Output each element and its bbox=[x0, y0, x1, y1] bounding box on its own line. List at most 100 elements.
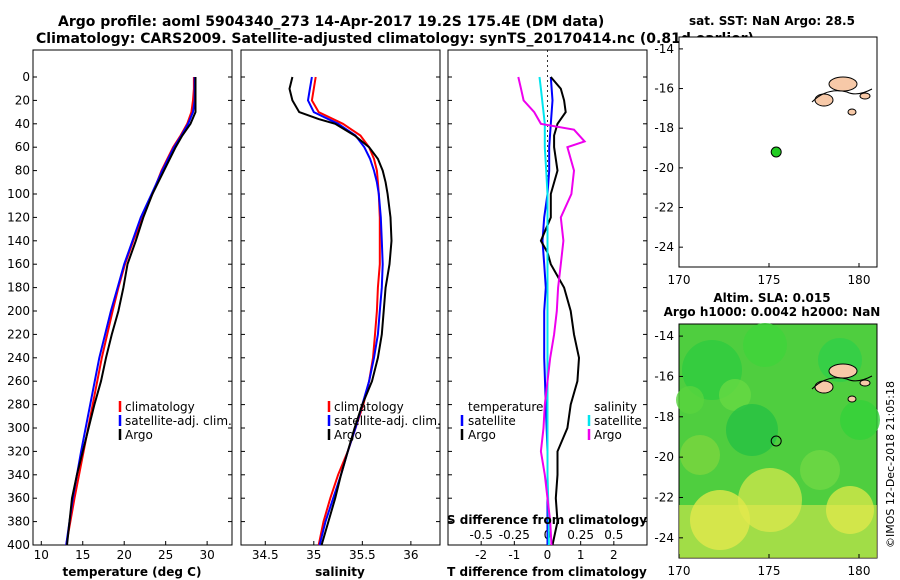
series-line-sat_sal bbox=[538, 76, 550, 545]
s-x-tick-label: 0.25 bbox=[567, 528, 594, 542]
sla-patch bbox=[840, 400, 880, 440]
legend-title-salinity: salinity bbox=[594, 400, 637, 414]
salinity-legend: climatology satellite-adj. clim. Argo bbox=[327, 400, 441, 442]
sla-map: Altim. SLA: 0.015 Argo h1000: 0.0042 h20… bbox=[654, 291, 880, 578]
x-tick-label: 36 bbox=[403, 548, 418, 562]
argo-float-marker bbox=[770, 435, 782, 447]
y-tick-label: 260 bbox=[7, 374, 30, 388]
map-y-tick-label: -16 bbox=[654, 82, 674, 96]
sst-map: sat. SST: NaN Argo: 28.5 170 175 180 -14 -16… bbox=[654, 14, 878, 287]
y-tick-label: 120 bbox=[7, 210, 30, 224]
y-tick-label: 140 bbox=[7, 234, 30, 248]
temperature-xlabel: temperature (deg C) bbox=[63, 565, 202, 579]
argo-float-marker bbox=[770, 146, 782, 158]
title-line-2: Climatology: CARS2009. Satellite-adjuste… bbox=[36, 31, 754, 47]
x-tick-label: 30 bbox=[199, 548, 214, 562]
sla-patch bbox=[726, 404, 778, 456]
map-x-tick-label: 180 bbox=[848, 564, 871, 578]
legend-title-temperature: temperature bbox=[468, 400, 543, 414]
series-line-sat bbox=[306, 76, 384, 546]
x-tick-label: 2 bbox=[610, 548, 618, 562]
y-tick-label: 240 bbox=[7, 351, 30, 365]
map-y-tick-label: -18 bbox=[654, 121, 674, 135]
y-tick-label: 220 bbox=[7, 327, 30, 341]
y-tick-label: 60 bbox=[15, 140, 30, 154]
series-line-argo bbox=[288, 76, 393, 546]
y-tick-label: 340 bbox=[7, 468, 30, 482]
x-tick-label: 25 bbox=[158, 548, 173, 562]
island-shape bbox=[814, 380, 834, 394]
map-y-tick-label: -20 bbox=[654, 450, 674, 464]
map-y-tick-label: -24 bbox=[654, 531, 674, 545]
y-tick-label: 400 bbox=[7, 538, 30, 552]
series-line-argo_sal bbox=[517, 76, 587, 546]
sla-map-title-2: Argo h1000: 0.0042 h2000: NaN bbox=[664, 305, 881, 319]
difference-legend: temperature satellite Argo salinity sate… bbox=[460, 400, 642, 442]
title-line-1: Argo profile: aoml 5904340_273 14-Apr-20… bbox=[58, 14, 604, 30]
x-tick-label: 0 bbox=[544, 548, 552, 562]
map-y-tick-label: -16 bbox=[654, 369, 674, 383]
sla-map-title-1: Altim. SLA: 0.015 bbox=[713, 291, 830, 305]
x-tick-label: 15 bbox=[75, 548, 90, 562]
y-tick-label: 20 bbox=[15, 93, 30, 107]
map-y-tick-label: -22 bbox=[654, 490, 674, 504]
island-shape bbox=[828, 76, 858, 92]
salinity-panel: 34.5 35 35.5 36 bbox=[240, 49, 441, 562]
map-x-tick-label: 170 bbox=[668, 564, 691, 578]
map-x-tick-label: 175 bbox=[758, 564, 781, 578]
series-line-sat bbox=[65, 77, 196, 546]
map-y-tick-label: -18 bbox=[654, 410, 674, 424]
island-shape bbox=[859, 92, 871, 100]
island-shape bbox=[847, 395, 857, 403]
s-x-tick-label: -0.25 bbox=[499, 528, 530, 542]
legend-label-s-satellite: satellite bbox=[594, 414, 642, 428]
map-x-tick-label: 170 bbox=[668, 273, 691, 287]
sst-map-title: sat. SST: NaN Argo: 28.5 bbox=[689, 14, 855, 28]
y-tick-label: 380 bbox=[7, 515, 30, 529]
s-x-tick-label: -0.5 bbox=[469, 528, 492, 542]
legend-label-argo: Argo bbox=[334, 428, 362, 442]
x-tick-label: 34.5 bbox=[252, 548, 279, 562]
x-tick-label: 20 bbox=[117, 548, 132, 562]
x-tick-label: 1 bbox=[577, 548, 585, 562]
reef-outline bbox=[811, 88, 873, 103]
legend-label-argo: Argo bbox=[125, 428, 153, 442]
island-shape bbox=[859, 379, 871, 387]
x-tick-label: 35 bbox=[306, 548, 321, 562]
map-x-tick-label: 175 bbox=[758, 273, 781, 287]
legend-label-climatology: climatology bbox=[334, 400, 404, 414]
legend-label-satellite: satellite-adj. clim. bbox=[125, 414, 232, 428]
x-tick-label: 35.5 bbox=[349, 548, 376, 562]
legend-label-t-satellite: satellite bbox=[468, 414, 516, 428]
island-shape bbox=[814, 93, 834, 107]
legend-label-s-argo: Argo bbox=[594, 428, 622, 442]
map-y-tick-label: -22 bbox=[654, 201, 674, 215]
y-tick-label: 80 bbox=[15, 164, 30, 178]
s-difference-xlabel: S difference from climatology bbox=[447, 513, 647, 527]
y-tick-label: 40 bbox=[15, 117, 30, 131]
sla-patch bbox=[743, 323, 787, 367]
map-y-tick-label: -20 bbox=[654, 161, 674, 175]
sla-patch bbox=[680, 435, 720, 475]
y-tick-label: 200 bbox=[7, 304, 30, 318]
x-tick-label: -1 bbox=[508, 548, 520, 562]
sla-patch bbox=[679, 505, 877, 558]
y-tick-label: 300 bbox=[7, 421, 30, 435]
salinity-xlabel: salinity bbox=[315, 565, 365, 579]
x-tick-label: -2 bbox=[475, 548, 487, 562]
island-shape bbox=[847, 108, 857, 116]
temperature-panel: 0 20 40 60 80 100 120 140 160 180 200 220 240 260 280 3… bbox=[7, 49, 233, 562]
reef-outline bbox=[811, 375, 873, 390]
legend-label-satellite: satellite-adj. clim. bbox=[334, 414, 441, 428]
imos-credit: ©IMOS 12-Dec-2018 21:05:18 bbox=[884, 381, 897, 548]
y-tick-label: 180 bbox=[7, 281, 30, 295]
series-line-argo bbox=[66, 77, 197, 546]
map-x-tick-label: 180 bbox=[848, 273, 871, 287]
y-tick-label: 160 bbox=[7, 257, 30, 271]
y-tick-label: 100 bbox=[7, 187, 30, 201]
sla-patch bbox=[800, 450, 840, 490]
map-y-tick-label: -24 bbox=[654, 240, 674, 254]
s-x-tick-label: 0.5 bbox=[604, 528, 623, 542]
y-tick-label: 280 bbox=[7, 398, 30, 412]
